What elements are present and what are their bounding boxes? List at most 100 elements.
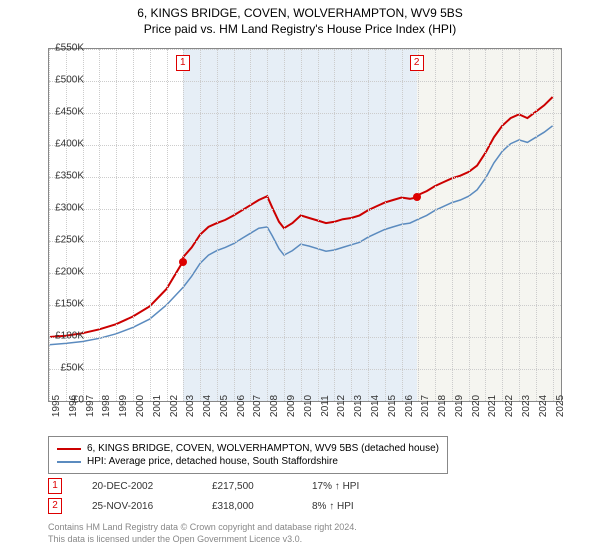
grid-v bbox=[116, 49, 117, 401]
y-axis-label: £100K bbox=[44, 331, 84, 342]
plot-area: 12 bbox=[48, 48, 562, 402]
chart-title: 6, KINGS BRIDGE, COVEN, WOLVERHAMPTON, W… bbox=[0, 6, 600, 20]
sale-delta: 8% ↑ HPI bbox=[312, 501, 392, 512]
grid-v bbox=[284, 49, 285, 401]
x-axis-label: 2015 bbox=[387, 395, 398, 417]
sale-point-2 bbox=[413, 193, 421, 201]
grid-v bbox=[334, 49, 335, 401]
grid-v bbox=[183, 49, 184, 401]
legend-label: HPI: Average price, detached house, Sout… bbox=[87, 456, 338, 467]
grid-v bbox=[553, 49, 554, 401]
y-axis-label: £550K bbox=[44, 43, 84, 54]
grid-v bbox=[133, 49, 134, 401]
footer-line1: Contains HM Land Registry data © Crown c… bbox=[48, 522, 357, 534]
grid-h bbox=[49, 209, 561, 210]
grid-v bbox=[485, 49, 486, 401]
grid-v bbox=[217, 49, 218, 401]
x-axis-label: 2024 bbox=[538, 395, 549, 417]
title-block: 6, KINGS BRIDGE, COVEN, WOLVERHAMPTON, W… bbox=[0, 0, 600, 36]
y-axis-label: £250K bbox=[44, 235, 84, 246]
x-axis-label: 2018 bbox=[437, 395, 448, 417]
y-axis-label: £150K bbox=[44, 299, 84, 310]
legend-swatch bbox=[57, 448, 81, 450]
x-axis-label: 2006 bbox=[236, 395, 247, 417]
grid-h bbox=[49, 369, 561, 370]
sale-date: 25-NOV-2016 bbox=[92, 501, 182, 512]
grid-v bbox=[234, 49, 235, 401]
x-axis-label: 2012 bbox=[336, 395, 347, 417]
x-axis-label: 2021 bbox=[487, 395, 498, 417]
y-axis-label: £350K bbox=[44, 171, 84, 182]
grid-v bbox=[318, 49, 319, 401]
grid-h bbox=[49, 49, 561, 50]
sales-table: 120-DEC-2002£217,50017% ↑ HPI225-NOV-201… bbox=[48, 478, 392, 518]
grid-h bbox=[49, 337, 561, 338]
x-axis-label: 1999 bbox=[118, 395, 129, 417]
x-axis-label: 2011 bbox=[320, 395, 331, 417]
grid-v bbox=[502, 49, 503, 401]
x-axis-label: 2017 bbox=[420, 395, 431, 417]
x-axis-label: 2002 bbox=[169, 395, 180, 417]
grid-v bbox=[368, 49, 369, 401]
chart-svg bbox=[49, 49, 561, 401]
sale-row-marker: 2 bbox=[48, 498, 62, 514]
y-axis-label: £500K bbox=[44, 75, 84, 86]
sale-price: £318,000 bbox=[212, 501, 282, 512]
y-axis-label: £200K bbox=[44, 267, 84, 278]
x-axis-label: 2022 bbox=[504, 395, 515, 417]
sale-date: 20-DEC-2002 bbox=[92, 481, 182, 492]
grid-h bbox=[49, 241, 561, 242]
grid-h bbox=[49, 273, 561, 274]
legend-swatch bbox=[57, 461, 81, 463]
x-axis-label: 2009 bbox=[286, 395, 297, 417]
grid-v bbox=[200, 49, 201, 401]
x-axis-label: 2000 bbox=[135, 395, 146, 417]
grid-v bbox=[150, 49, 151, 401]
x-axis-label: 1997 bbox=[85, 395, 96, 417]
grid-h bbox=[49, 145, 561, 146]
grid-v bbox=[351, 49, 352, 401]
grid-v bbox=[385, 49, 386, 401]
x-axis-label: 2007 bbox=[252, 395, 263, 417]
y-axis-label: £300K bbox=[44, 203, 84, 214]
footer-line2: This data is licensed under the Open Gov… bbox=[48, 534, 357, 546]
x-axis-label: 2004 bbox=[202, 395, 213, 417]
sale-row-marker: 1 bbox=[48, 478, 62, 494]
grid-v bbox=[167, 49, 168, 401]
x-axis-label: 1995 bbox=[51, 395, 62, 417]
chart-subtitle: Price paid vs. HM Land Registry's House … bbox=[0, 22, 600, 36]
chart-container: { "title": "6, KINGS BRIDGE, COVEN, WOLV… bbox=[0, 0, 600, 560]
legend-box: 6, KINGS BRIDGE, COVEN, WOLVERHAMPTON, W… bbox=[48, 436, 448, 474]
x-axis-label: 2001 bbox=[152, 395, 163, 417]
sale-row: 2 25-NOV-2016 £318,000 8% ↑ HPI bbox=[48, 498, 392, 514]
sale-row: 120-DEC-2002£217,50017% ↑ HPI bbox=[48, 478, 392, 494]
sale-point-1 bbox=[179, 258, 187, 266]
grid-v bbox=[402, 49, 403, 401]
y-axis-label: £400K bbox=[44, 139, 84, 150]
grid-v bbox=[267, 49, 268, 401]
legend-item: 6, KINGS BRIDGE, COVEN, WOLVERHAMPTON, W… bbox=[57, 443, 439, 454]
x-axis-label: 2025 bbox=[555, 395, 566, 417]
x-axis-label: 1996 bbox=[68, 395, 79, 417]
sale-marker-1: 1 bbox=[176, 55, 190, 71]
y-axis-label: £50K bbox=[44, 363, 84, 374]
grid-v bbox=[301, 49, 302, 401]
grid-v bbox=[452, 49, 453, 401]
sale-delta: 17% ↑ HPI bbox=[312, 481, 392, 492]
x-axis-label: 2023 bbox=[521, 395, 532, 417]
grid-v bbox=[469, 49, 470, 401]
x-axis-label: 2014 bbox=[370, 395, 381, 417]
x-axis-label: 2010 bbox=[303, 395, 314, 417]
legend-label: 6, KINGS BRIDGE, COVEN, WOLVERHAMPTON, W… bbox=[87, 443, 439, 454]
footer-text: Contains HM Land Registry data © Crown c… bbox=[48, 522, 357, 545]
grid-h bbox=[49, 305, 561, 306]
x-axis-label: 2005 bbox=[219, 395, 230, 417]
grid-v bbox=[49, 49, 50, 401]
x-axis-label: 2016 bbox=[404, 395, 415, 417]
x-axis-label: 2020 bbox=[471, 395, 482, 417]
grid-v bbox=[435, 49, 436, 401]
x-axis-label: 2008 bbox=[269, 395, 280, 417]
x-axis-label: 2013 bbox=[353, 395, 364, 417]
grid-v bbox=[99, 49, 100, 401]
grid-h bbox=[49, 81, 561, 82]
